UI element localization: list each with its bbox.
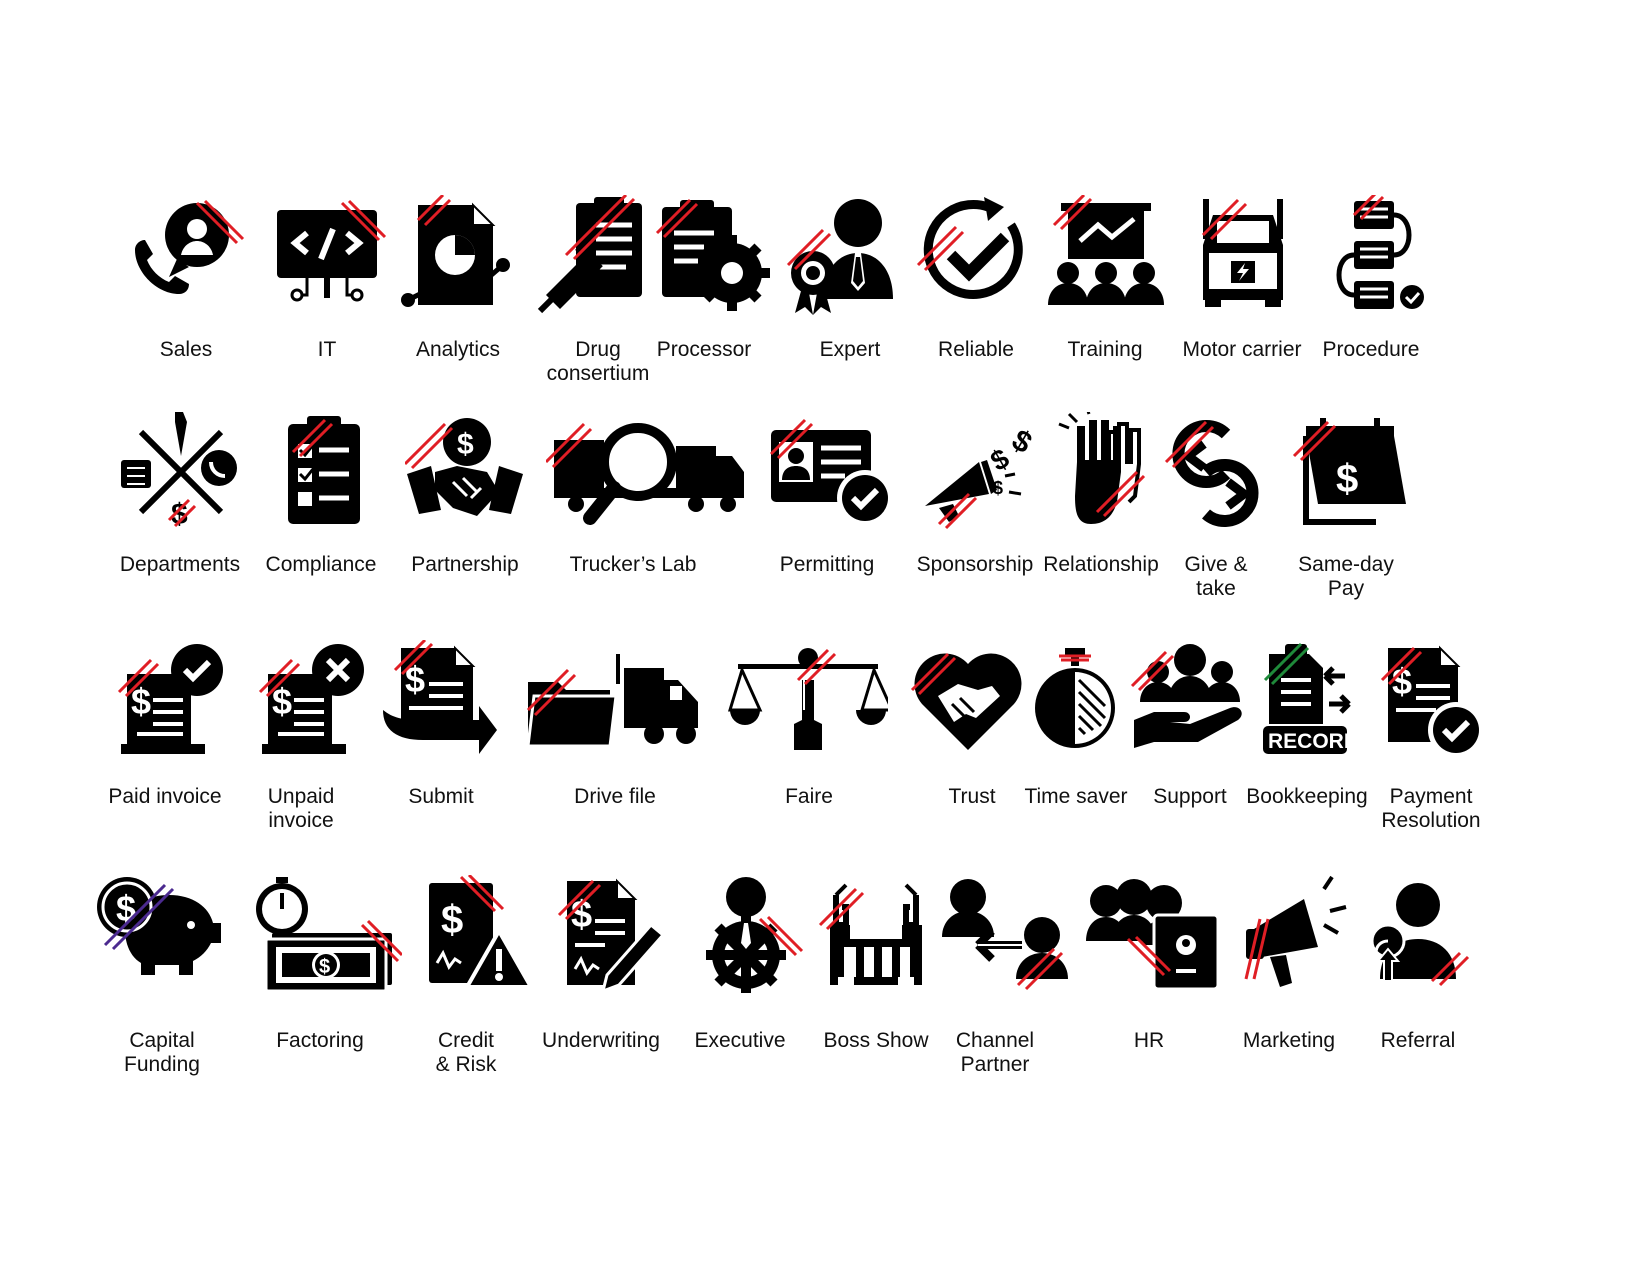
icon-label: Unpaid invoice — [267, 785, 335, 832]
icon-label: Drug consertium — [546, 338, 650, 385]
svg-text:$: $ — [1392, 661, 1412, 702]
megaphone-money-icon: $ $ $ — [919, 412, 1039, 537]
truck-engine-icon — [1183, 195, 1303, 320]
headset-phone-icon — [125, 195, 245, 320]
svg-text:$: $ — [1336, 457, 1358, 501]
icon-label: Boss Show — [823, 1029, 929, 1052]
report-chart-icon — [398, 193, 518, 320]
icon-label: Credit & Risk — [435, 1029, 497, 1076]
icon-label: Time saver — [1024, 785, 1128, 808]
icon-label: Relationship — [1043, 553, 1159, 576]
icon-label: Permitting — [779, 553, 875, 576]
svg-text:$: $ — [1006, 423, 1037, 460]
truck-magnifier-icon — [544, 412, 746, 537]
icon-label: Channel Partner — [955, 1029, 1035, 1076]
departments-cross-icon: $ — [119, 412, 239, 537]
icon-label: Partnership — [411, 553, 519, 576]
icon-label: Sales — [159, 338, 213, 361]
icon-label: Executive — [694, 1029, 786, 1052]
icon-label: Reliable — [938, 338, 1014, 361]
record-book-icon: RECORD — [1245, 640, 1365, 765]
invoice-resolved-icon: $ — [1368, 640, 1488, 765]
svg-text:$: $ — [571, 894, 592, 936]
clipboard-gear-icon — [652, 195, 772, 320]
piggy-bank-icon: $ — [95, 875, 225, 1000]
icon-label: Payment Resolution — [1381, 785, 1481, 832]
flow-steps-icon — [1314, 191, 1434, 320]
svg-text:$: $ — [272, 681, 292, 722]
icon-label: Expert — [819, 338, 881, 361]
svg-text:RECORD: RECORD — [1268, 730, 1359, 753]
svg-text:$: $ — [457, 428, 474, 461]
icon-label: Factoring — [276, 1029, 364, 1052]
executive-gear-icon — [686, 875, 806, 1000]
icon-label: Give & take — [1184, 553, 1248, 600]
icon-label: Training — [1067, 338, 1143, 361]
code-monitor-icon — [267, 195, 387, 320]
icon-label: Marketing — [1242, 1029, 1336, 1052]
calendar-dollar-icon: $ — [1290, 412, 1410, 537]
boss-show-icon — [816, 875, 936, 1000]
icon-label: Trucker’s Lab — [569, 553, 697, 576]
heart-handshake-icon — [908, 640, 1028, 765]
icon-label: HR — [1133, 1029, 1165, 1052]
invoice-arrow-icon: $ — [379, 638, 499, 765]
cash-timer-icon: $ — [252, 875, 404, 1000]
handshake-coin-icon: $ — [403, 412, 525, 537]
document-warning-icon: $ — [415, 873, 535, 1000]
syringe-clipboard-icon — [536, 193, 656, 320]
icon-label: Underwriting — [542, 1029, 660, 1052]
person-award-icon — [783, 195, 903, 320]
megaphone-icon — [1236, 875, 1356, 1000]
people-up-arrow-icon — [1358, 875, 1478, 1000]
icon-label: Submit — [408, 785, 474, 808]
icon-label: Analytics — [415, 338, 501, 361]
svg-text:$: $ — [131, 681, 151, 722]
presentation-group-icon — [1046, 193, 1166, 320]
invoice-x-icon: $ — [246, 640, 366, 765]
icon-label: Paid invoice — [108, 785, 222, 808]
hand-group-icon — [1130, 640, 1250, 765]
icon-label: Same-day Pay — [1298, 553, 1394, 600]
icon-label: Sponsorship — [916, 553, 1034, 576]
icon-label: IT — [317, 338, 337, 361]
icon-label: Trust — [948, 785, 996, 808]
scales-icon — [727, 640, 895, 765]
checklist-clipboard-icon — [263, 412, 383, 537]
icon-label: Referral — [1380, 1029, 1456, 1052]
icon-label: Support — [1153, 785, 1227, 808]
icon-label: Faire — [785, 785, 833, 808]
icon-label: Compliance — [265, 553, 377, 576]
exchange-arrows-icon — [1156, 412, 1276, 537]
high-five-icon — [1047, 407, 1167, 537]
team-badge-icon — [1084, 875, 1224, 1000]
icon-label: Departments — [119, 553, 241, 576]
svg-text:$: $ — [441, 898, 463, 942]
people-exchange-icon — [938, 875, 1078, 1000]
svg-text:$: $ — [405, 659, 425, 700]
icon-label: Procedure — [1322, 338, 1420, 361]
icon-label: Processor — [656, 338, 752, 361]
refresh-check-icon — [916, 195, 1036, 320]
icon-label: Bookkeeping — [1246, 785, 1368, 808]
folder-truck-icon — [524, 640, 704, 765]
document-pen-icon: $ — [553, 875, 673, 1000]
icon-label: Drive file — [574, 785, 656, 808]
stopwatch-icon — [1015, 640, 1135, 765]
svg-text:$: $ — [993, 478, 1003, 498]
icon-label: Motor carrier — [1182, 338, 1302, 361]
svg-text:$: $ — [319, 956, 330, 978]
invoice-check-icon: $ — [105, 640, 225, 765]
icon-label: Capital Funding — [124, 1029, 200, 1076]
id-card-check-icon — [767, 412, 897, 537]
